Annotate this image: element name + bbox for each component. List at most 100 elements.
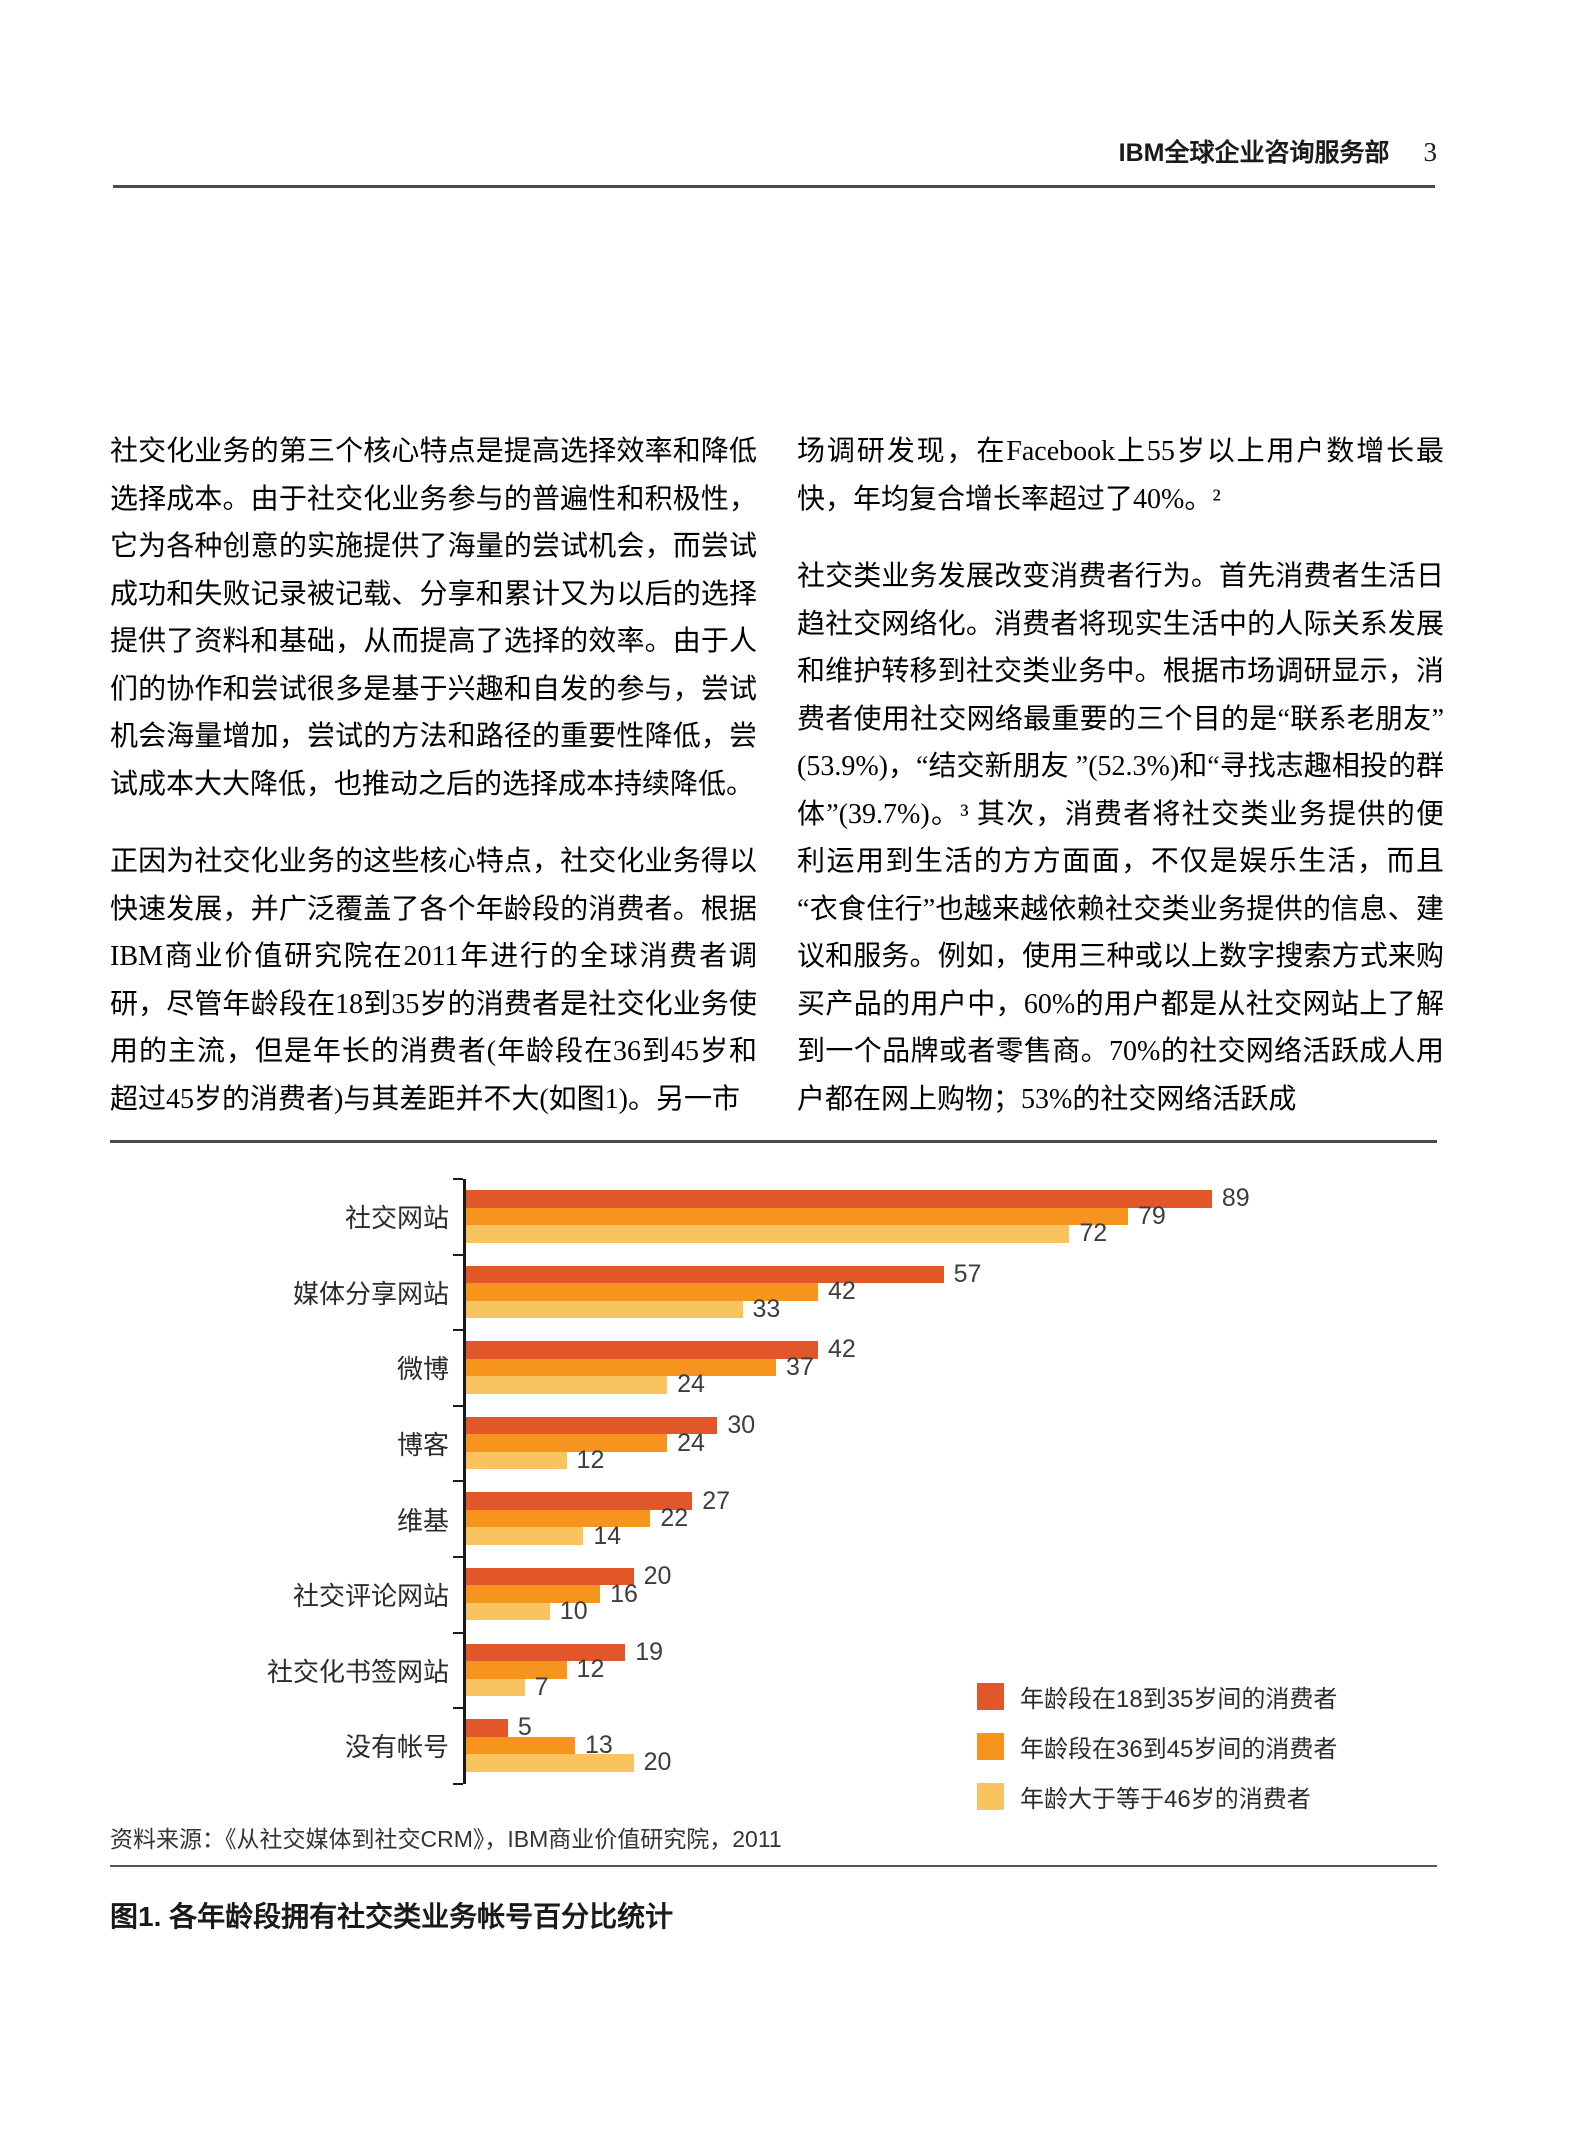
figure-bottom-rule [110,1864,1437,1867]
legend-item: 年龄段在18到35岁间的消费者 [977,1679,1337,1714]
body-columns: 社交化业务的第三个核心特点是提高选择效率和降低选择成本。由于社交化业务参与的普遍… [110,428,1444,1153]
bar-line: 30 [466,1413,1423,1438]
category-label: 博客 [396,1430,449,1461]
bar-value-label: 5 [517,1713,532,1742]
paragraph: 场调研发现，在Facebook上55岁以上用户数增长最快，年均复合增长率超过了4… [797,436,1444,515]
bar-line: 42 [466,1337,1423,1362]
bar-value-label: 79 [1138,1201,1166,1230]
legend-item: 年龄段在36到45岁间的消费者 [977,1729,1337,1764]
bar-line: 20 [466,1564,1423,1589]
bar-line: 13 [466,1732,1423,1757]
bar [466,1567,634,1586]
bar-value-label: 20 [643,1562,672,1591]
right-column: 场调研发现，在Facebook上55岁以上用户数增长最快，年均复合增长率超过了4… [797,428,1444,1153]
legend-swatch [977,1683,1004,1710]
category-label: 媒体分享网站 [292,1278,449,1309]
bar-value-label: 24 [677,1370,705,1399]
bar-line: 89 [466,1186,1423,1211]
bar [466,1509,651,1528]
bar-line: 16 [466,1581,1423,1606]
legend-item: 年龄大于等于46岁的消费者 [977,1779,1337,1814]
bar-line: 12 [466,1657,1423,1682]
header-rule [113,185,1435,188]
bar [466,1643,626,1662]
bar-line: 7 [466,1674,1423,1699]
header-title: IBM全球企业咨询服务部 [1118,139,1390,167]
bar-line: 22 [466,1506,1423,1531]
legend-label: 年龄段在18到35岁间的消费者 [1020,1686,1338,1713]
figure-1: 社交网站 89 79 72 媒体分享网站 57 42 33 微博 42 37 24 博客 30 24 12 维基… [110,1140,1437,1935]
bar-line: 79 [466,1203,1423,1228]
chart-row: 维基 27 22 14 [110,1480,1437,1557]
bar-value-label: 10 [559,1597,588,1626]
chart-row: 博客 30 24 12 [110,1404,1437,1482]
bar-line: 5 [466,1715,1423,1740]
bar-value-label: 89 [1221,1184,1250,1213]
category-bars: 27 22 14 [453,1480,1423,1557]
bar [466,1678,525,1697]
bar-line: 19 [466,1639,1423,1664]
category-bars: 57 42 33 [453,1253,1423,1331]
bar-value-label: 57 [953,1259,982,1288]
bar [466,1602,550,1621]
category-bars: 89 79 72 [453,1178,1423,1255]
bar-line: 14 [466,1523,1423,1548]
paragraph: 正因为社交化业务的这些核心特点，社交化业务得以快速发展，并广泛覆盖了各个年龄段的… [110,846,757,1115]
bar [466,1190,1212,1208]
bar-line: 42 [466,1279,1423,1304]
paragraph: 社交化业务的第三个核心特点是提高选择效率和降低选择成本。由于社交化业务参与的普遍… [110,436,757,800]
figure-top-rule [110,1140,1437,1143]
bar-line: 27 [466,1488,1423,1513]
bar-line: 37 [466,1354,1423,1379]
bar [466,1225,1070,1243]
source-note: 资料来源：《从社交媒体到社交CRM》，IBM商业价值研究院，2011 [110,1825,782,1852]
category-bars: 19 12 7 [453,1631,1423,1709]
bar-value-label: 12 [576,1446,605,1475]
category-bars: 20 16 10 [453,1555,1423,1633]
paragraph: 社交类业务发展改变消费者行为。首先消费者生活日趋社交网络化。消费者将现实生活中的… [797,561,1444,1115]
bar-value-label: 24 [677,1428,705,1457]
category-label: 社交化书签网站 [266,1656,449,1687]
page-header: IBM全球企业咨询服务部 3 [110,133,1437,169]
bar [466,1283,818,1301]
bar [466,1736,575,1755]
bar-line: 10 [466,1599,1423,1624]
chart-row: 社交评论网站 20 16 10 [110,1555,1437,1633]
bar [466,1341,818,1359]
bar [466,1434,668,1452]
bar [466,1585,601,1603]
chart-row: 社交网站 89 79 72 [110,1178,1437,1255]
bar-line: 24 [466,1430,1423,1455]
bar-chart: 社交网站 89 79 72 媒体分享网站 57 42 33 微博 42 37 24 博客 30 24 12 维基… [110,1178,1437,1785]
category-bars: 5 13 20 [453,1707,1423,1785]
bar-value-label: 33 [752,1294,781,1323]
bar-line: 20 [466,1750,1423,1775]
bar-value-label: 16 [610,1579,638,1608]
category-bars: 30 24 12 [453,1404,1423,1482]
chart-row: 微博 42 37 24 [110,1329,1437,1406]
category-label: 没有帐号 [344,1732,449,1763]
bar-value-label: 72 [1079,1219,1108,1248]
category-label: 社交评论网站 [292,1581,449,1612]
chart-legend: 年龄段在18到35岁间的消费者年龄段在36到45岁间的消费者年龄大于等于46岁的… [977,1679,1337,1814]
left-column: 社交化业务的第三个核心特点是提高选择效率和降低选择成本。由于社交化业务参与的普遍… [110,428,757,1153]
bar [466,1300,743,1319]
bar-line: 12 [466,1448,1423,1473]
bar-value-label: 30 [727,1411,756,1440]
bar-line: 24 [466,1372,1423,1397]
bar-line: 72 [466,1221,1423,1246]
bar [466,1719,508,1737]
bar [466,1358,777,1377]
legend-label: 年龄大于等于46岁的消费者 [1020,1786,1311,1813]
category-label: 微博 [396,1354,449,1385]
bar-value-label: 22 [660,1504,689,1533]
bar [466,1754,634,1772]
chart-row: 没有帐号 5 13 20 [110,1707,1437,1785]
bar-value-label: 7 [534,1672,549,1701]
bar-value-label: 12 [576,1655,605,1684]
bar [466,1451,567,1470]
bar-value-label: 19 [635,1637,664,1666]
chart-row: 媒体分享网站 57 42 33 [110,1253,1437,1331]
bar-line: 33 [466,1296,1423,1321]
